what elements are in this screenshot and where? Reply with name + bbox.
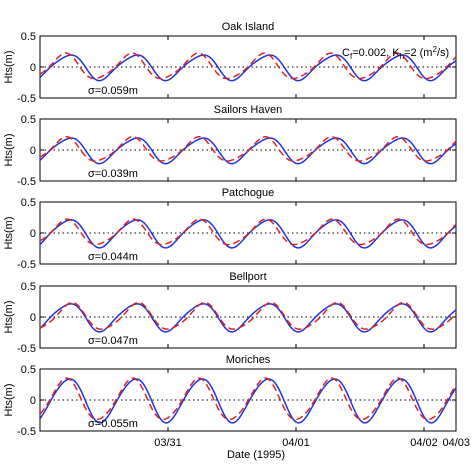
- y-tick-label: 0: [30, 312, 36, 324]
- series-model-line: [39, 301, 457, 330]
- series-model-line: [39, 135, 457, 162]
- x-tick-label: 04/03: [442, 437, 470, 449]
- y-tick-label: -0.5: [17, 426, 36, 438]
- series-model-line: [39, 52, 457, 80]
- panel-title: Bellport: [229, 271, 266, 283]
- y-axis-label: Hts(m): [3, 217, 15, 250]
- series-observed-line: [39, 378, 457, 424]
- y-tick-label: -0.5: [17, 259, 36, 271]
- y-tick-label: 0.5: [21, 114, 36, 126]
- y-tick-label: 0: [30, 228, 36, 240]
- y-axis-label: Hts(m): [3, 384, 15, 417]
- cf-subscript: f: [350, 52, 353, 61]
- y-tick-label: -0.5: [17, 93, 36, 105]
- x-axis-label: Date (1995): [227, 449, 285, 461]
- x-tick-label: 03/31: [154, 437, 182, 449]
- kh-value: =2 (m: [404, 47, 432, 59]
- x-tick-label: 04/02: [410, 437, 438, 449]
- y-axis-label: Hts(m): [3, 301, 15, 334]
- panels-group: Oak Island0.50-0.5Hts(m)σ=0.059mSailors …: [3, 21, 470, 449]
- sigma-label: σ=0.047m: [88, 335, 138, 347]
- y-tick-label: 0.5: [21, 364, 36, 376]
- y-tick-label: -0.5: [17, 343, 36, 355]
- cf-value: =0.002, K: [352, 47, 400, 59]
- series-model-line: [39, 377, 457, 421]
- cf-symbol: C: [342, 47, 350, 59]
- series-observed-line: [39, 303, 457, 333]
- x-tick-label: 04/01: [282, 437, 310, 449]
- panel-title: Patchogue: [222, 187, 275, 199]
- sigma-label: σ=0.055m: [88, 418, 138, 430]
- y-tick-label: 0: [30, 145, 36, 157]
- y-axis-label: Hts(m): [3, 134, 15, 167]
- sigma-label: σ=0.059m: [88, 85, 138, 97]
- panel-title: Oak Island: [222, 21, 275, 33]
- sigma-label: σ=0.044m: [88, 251, 138, 263]
- kh-exponent: 2: [432, 45, 437, 54]
- y-axis-label: Hts(m): [3, 51, 15, 84]
- sigma-label: σ=0.039m: [88, 168, 138, 180]
- kh-unit: /s): [437, 47, 449, 59]
- y-tick-label: 0.5: [21, 197, 36, 209]
- y-tick-label: 0: [30, 395, 36, 407]
- y-tick-label: -0.5: [17, 176, 36, 188]
- y-tick-label: 0.5: [21, 31, 36, 43]
- y-tick-label: 0.5: [21, 281, 36, 293]
- series-observed-line: [39, 54, 457, 82]
- kh-subscript: h: [400, 52, 404, 61]
- panel-title: Sailors Haven: [214, 104, 282, 116]
- y-tick-label: 0: [30, 62, 36, 74]
- series-model-line: [39, 218, 457, 246]
- panel-title: Moriches: [226, 354, 271, 366]
- model-parameters-annotation: Cf=0.002, Kh=2 (m2/s): [342, 45, 449, 61]
